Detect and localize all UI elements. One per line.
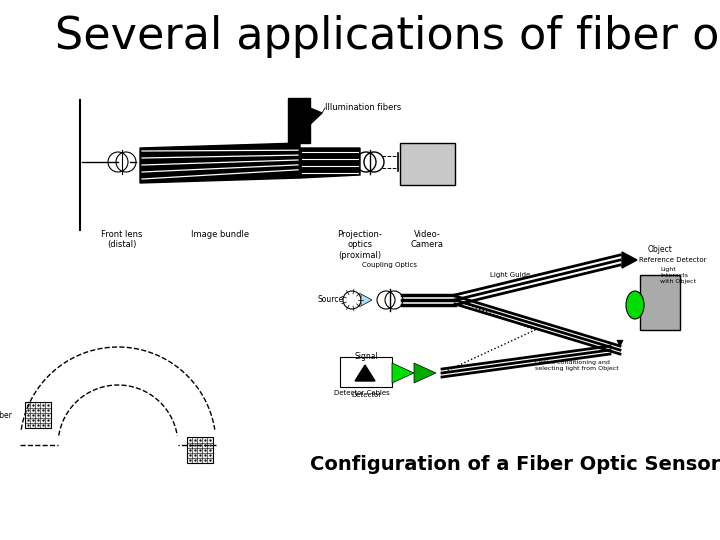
Polygon shape bbox=[361, 294, 372, 306]
Text: Projection-
optics
(proximal): Projection- optics (proximal) bbox=[338, 230, 382, 260]
Bar bbox=[25, 402, 51, 428]
Ellipse shape bbox=[626, 291, 644, 319]
Text: Configuration of a Fiber Optic Sensor System: Configuration of a Fiber Optic Sensor Sy… bbox=[310, 455, 720, 474]
Text: Object: Object bbox=[647, 245, 672, 254]
Text: Light
Interacts
with Object: Light Interacts with Object bbox=[660, 267, 696, 284]
Text: Front lens
(distal): Front lens (distal) bbox=[102, 230, 143, 249]
Polygon shape bbox=[290, 108, 322, 132]
Polygon shape bbox=[300, 148, 360, 178]
Text: Source: Source bbox=[318, 295, 344, 305]
Text: Light Guide: Light Guide bbox=[490, 272, 530, 278]
Polygon shape bbox=[140, 143, 300, 183]
Polygon shape bbox=[622, 252, 637, 268]
Bar bbox=[340, 357, 392, 387]
Text: Image bundle: Image bundle bbox=[191, 230, 249, 239]
Text: Optics conditioning and
selecting light from Object: Optics conditioning and selecting light … bbox=[535, 360, 618, 371]
Text: Illumination fibers: Illumination fibers bbox=[325, 104, 401, 112]
Text: Coupling Optics: Coupling Optics bbox=[362, 262, 418, 268]
Text: Fiber: Fiber bbox=[0, 410, 12, 420]
Text: Video-
Camera: Video- Camera bbox=[410, 230, 444, 249]
Polygon shape bbox=[355, 365, 375, 381]
Polygon shape bbox=[414, 363, 436, 383]
Text: Reference Detector: Reference Detector bbox=[639, 257, 706, 263]
Polygon shape bbox=[392, 363, 414, 383]
Text: Signal: Signal bbox=[354, 352, 378, 361]
Bar bbox=[288, 98, 310, 143]
Text: Detector: Detector bbox=[351, 392, 381, 398]
Bar bbox=[400, 143, 455, 185]
Bar bbox=[640, 275, 680, 330]
Text: Several applications of fiber optic: Several applications of fiber optic bbox=[55, 15, 720, 58]
Text: Detector Cables: Detector Cables bbox=[334, 390, 390, 396]
Bar bbox=[187, 437, 213, 463]
